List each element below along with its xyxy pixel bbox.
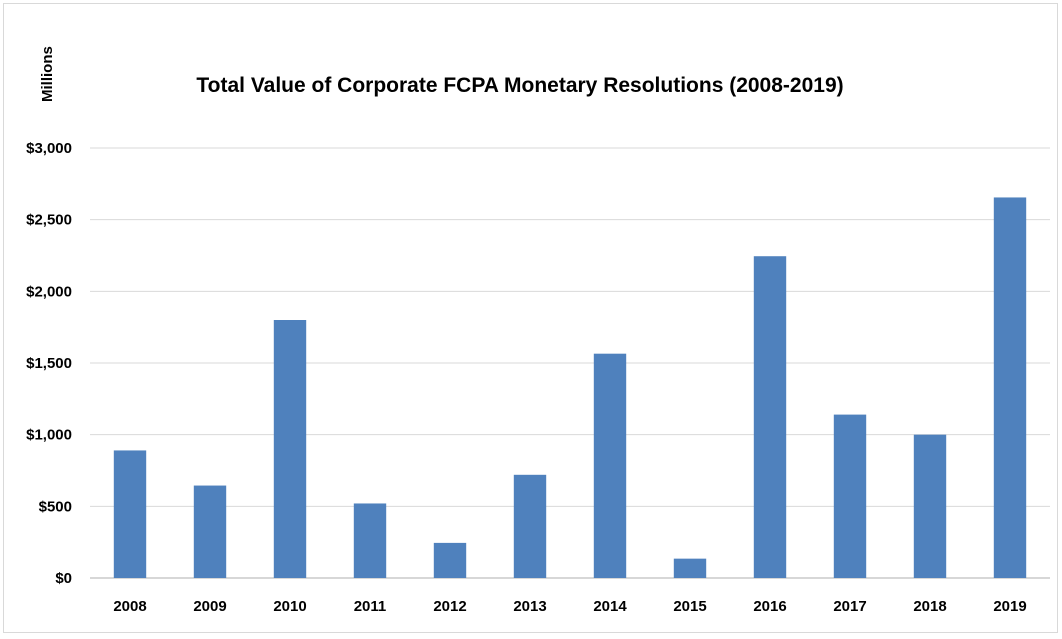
bar-2013	[513, 474, 547, 578]
x-tick-label: 2014	[593, 598, 627, 615]
y-tick-label: $500	[39, 498, 72, 515]
bar-2012	[433, 542, 467, 578]
bar-2016	[753, 256, 787, 578]
gridlines	[90, 147, 1050, 579]
bar-2014	[593, 353, 627, 578]
x-tick-label: 2016	[753, 598, 786, 615]
x-tick-label: 2013	[513, 598, 546, 615]
y-tick-label: $2,000	[26, 283, 72, 300]
y-tick-label: $0	[55, 570, 72, 587]
x-tick-label: 2018	[913, 598, 946, 615]
bar-2015	[673, 558, 707, 578]
x-tick-label: 2010	[273, 598, 306, 615]
bar-2018	[913, 434, 947, 578]
y-axis-unit-label: Millions	[39, 46, 56, 102]
x-tick-label: 2015	[673, 598, 706, 615]
x-tick-label: 2012	[433, 598, 466, 615]
y-tick-label: $1,000	[26, 427, 72, 444]
bar-2011	[353, 503, 387, 578]
y-tick-label: $2,500	[26, 212, 72, 229]
bars	[113, 197, 1027, 578]
x-tick-label: 2009	[193, 598, 226, 615]
bar-2008	[113, 450, 147, 578]
x-tick-label: 2019	[993, 598, 1026, 615]
bar-2009	[193, 485, 227, 578]
bar-2010	[273, 320, 307, 578]
y-axis-ticks: $0 $500 $1,000 $1,500 $2,000 $2,500 $3,000	[26, 140, 72, 587]
x-tick-label: 2008	[113, 598, 146, 615]
bar-2017	[833, 414, 867, 578]
x-axis-ticks: 2008 2009 2010 2011 2012 2013 2014 2015 2016 2017…	[113, 598, 1026, 615]
chart-title: Total Value of Corporate FCPA Monetary R…	[196, 74, 843, 97]
x-tick-label: 2017	[833, 598, 866, 615]
bar-2019	[993, 197, 1027, 578]
y-tick-label: $3,000	[26, 140, 72, 157]
y-tick-label: $1,500	[26, 355, 72, 372]
x-tick-label: 2011	[354, 598, 387, 615]
